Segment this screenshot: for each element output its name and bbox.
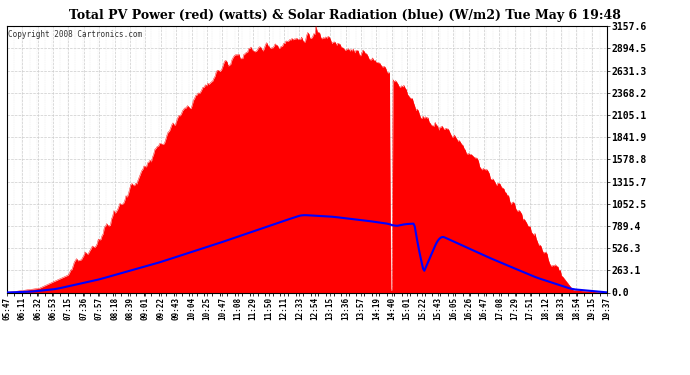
Text: Copyright 2008 Cartronics.com: Copyright 2008 Cartronics.com <box>8 30 142 39</box>
Text: Total PV Power (red) (watts) & Solar Radiation (blue) (W/m2) Tue May 6 19:48: Total PV Power (red) (watts) & Solar Rad… <box>69 9 621 22</box>
